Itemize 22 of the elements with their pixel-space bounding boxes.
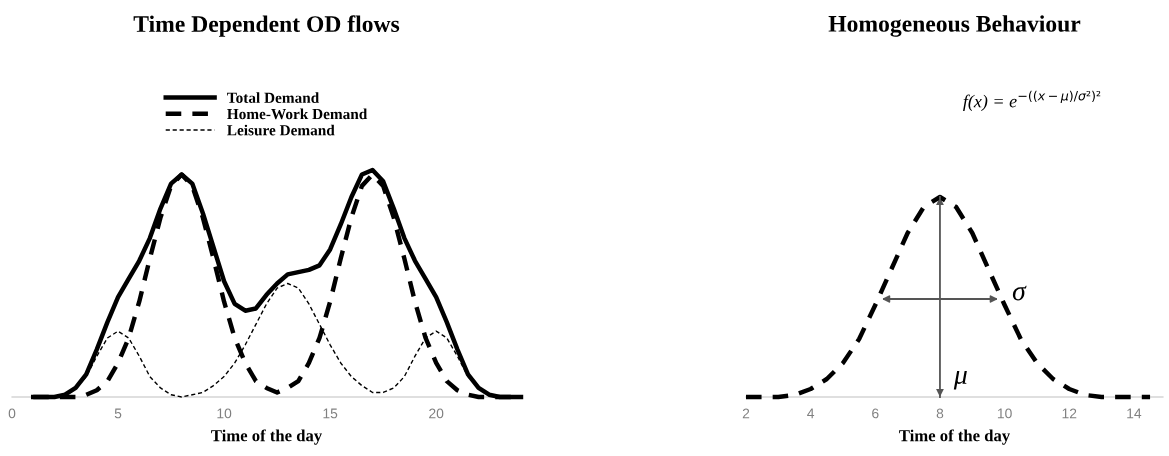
x-tick-label: 10: [997, 408, 1012, 419]
chart-title: Time Dependent OD flows: [133, 15, 400, 37]
legend-label: Leisure Demand: [227, 124, 335, 136]
x-tick-label: 20: [429, 408, 444, 419]
legend-label: Total Demand: [227, 92, 320, 103]
x-tick-label: 10: [217, 408, 232, 419]
x-tick-label: 15: [323, 408, 338, 419]
x-tick-label: 6: [872, 408, 879, 419]
x-tick-label: 0: [8, 408, 16, 419]
x-tick-label: 2: [742, 408, 750, 419]
legend-label: Home-Work Demand: [227, 108, 368, 120]
ref-line-label: μ: [953, 370, 967, 390]
x-axis-title: Time of the day: [899, 429, 1010, 445]
x-tick-label: 8: [936, 408, 944, 419]
x-tick-label: 5: [114, 408, 122, 419]
x-tick-label: 4: [807, 408, 815, 419]
x-axis-title: Time of the day: [211, 429, 322, 445]
x-tick-label: 14: [1127, 408, 1142, 419]
text: f(x) = e$^{−((x−μ)/σ²)²}$: [963, 90, 1101, 112]
annotation: σ: [1012, 285, 1027, 301]
chart-title: Homogeneous Behaviour: [828, 15, 1081, 37]
x-tick-label: 12: [1062, 408, 1077, 419]
